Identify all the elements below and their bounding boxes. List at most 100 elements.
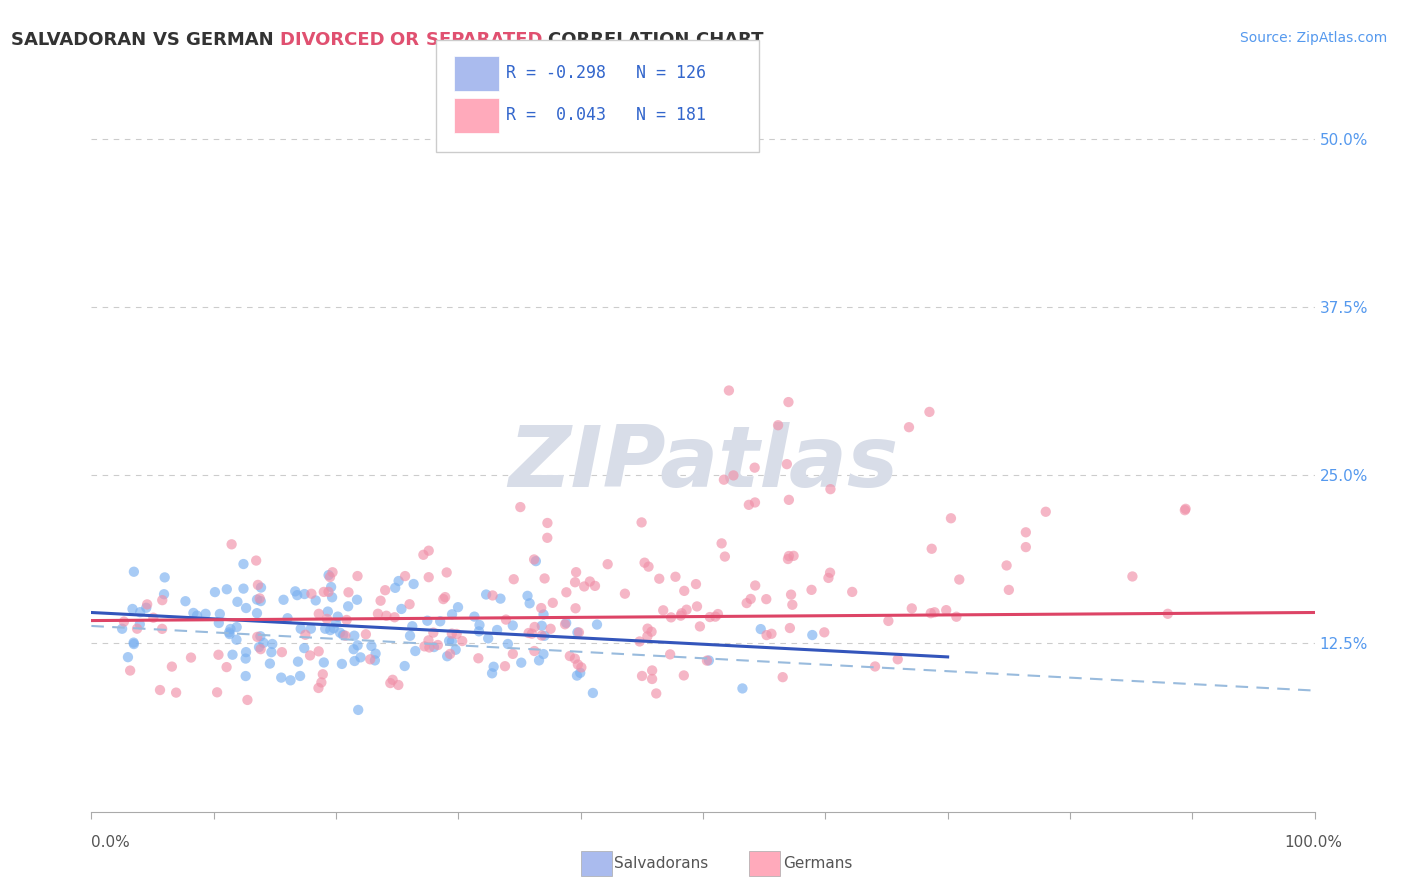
Point (509, 500, 531, 514)
Point (475, 587, 498, 601)
Point (305, 593, 328, 607)
Point (778, 549, 800, 563)
Point (640, 624, 662, 639)
Point (150, 593, 173, 607)
Point (360, 639, 382, 653)
Point (637, 559, 659, 574)
Point (579, 574, 602, 589)
Point (232, 582, 254, 596)
Point (672, 668, 695, 682)
Point (180, 650, 202, 665)
Point (292, 641, 315, 656)
Point (704, 609, 727, 624)
Point (744, 495, 766, 509)
Point (426, 638, 449, 652)
Point (194, 607, 217, 621)
Point (142, 611, 165, 625)
Point (628, 634, 651, 648)
Text: R = -0.298   N = 126: R = -0.298 N = 126 (506, 64, 706, 82)
Point (541, 596, 564, 610)
Point (467, 651, 489, 665)
Point (502, 572, 524, 586)
Point (401, 619, 423, 633)
Point (120, 664, 142, 678)
Point (364, 653, 387, 667)
Point (247, 640, 270, 654)
Point (347, 703, 370, 717)
Point (1174, 503, 1197, 517)
Point (418, 570, 440, 584)
Point (565, 565, 588, 579)
Point (259, 657, 281, 671)
Point (343, 642, 366, 657)
Point (776, 457, 799, 471)
Point (1015, 525, 1038, 540)
Point (441, 607, 464, 622)
Point (416, 614, 439, 628)
Point (111, 622, 134, 636)
Point (316, 612, 339, 626)
Point (308, 681, 330, 695)
Point (776, 552, 799, 566)
Point (630, 516, 652, 530)
Point (374, 583, 396, 598)
Point (218, 625, 240, 640)
Point (299, 622, 322, 636)
Point (208, 615, 231, 630)
Point (641, 664, 664, 678)
Point (489, 591, 512, 606)
Point (260, 645, 283, 659)
Point (921, 541, 943, 556)
Point (477, 632, 499, 646)
Point (207, 648, 229, 662)
Point (567, 657, 589, 672)
Point (495, 613, 517, 627)
Point (652, 603, 675, 617)
Point (439, 647, 461, 661)
Point (165, 685, 187, 699)
Point (285, 588, 308, 602)
Point (738, 498, 761, 512)
Point (232, 557, 254, 571)
Point (710, 536, 733, 550)
Point (225, 620, 247, 634)
Point (451, 634, 474, 648)
Point (631, 669, 654, 683)
Point (308, 644, 330, 658)
Point (659, 648, 682, 662)
Point (554, 617, 576, 632)
Point (555, 585, 578, 599)
Text: GERMAN: GERMAN (186, 31, 280, 49)
Point (434, 590, 457, 604)
Point (215, 582, 238, 597)
Point (778, 395, 800, 409)
Point (659, 610, 682, 624)
Point (153, 570, 176, 584)
Point (468, 624, 491, 639)
Point (533, 629, 555, 643)
Point (744, 460, 766, 475)
Point (335, 629, 357, 643)
Point (186, 608, 208, 623)
Point (235, 601, 257, 615)
Point (468, 618, 491, 632)
Point (633, 556, 655, 570)
Point (778, 492, 800, 507)
Point (801, 628, 824, 642)
Point (939, 511, 962, 525)
Point (308, 607, 330, 621)
Point (744, 578, 766, 592)
Point (714, 549, 737, 564)
Point (564, 601, 586, 615)
Text: OR: OR (391, 31, 426, 49)
Point (877, 614, 900, 628)
Point (370, 593, 392, 607)
Point (1157, 607, 1180, 621)
Text: VS: VS (153, 31, 186, 49)
Point (564, 575, 586, 590)
Point (418, 640, 440, 655)
Point (332, 628, 354, 642)
Point (440, 634, 463, 648)
Point (127, 622, 149, 636)
Point (918, 405, 941, 419)
